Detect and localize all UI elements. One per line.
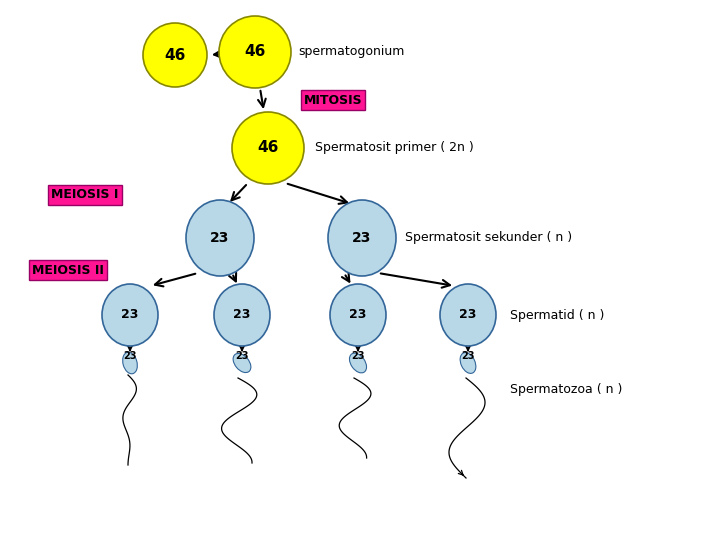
Text: 23: 23 [352, 231, 372, 245]
Ellipse shape [102, 284, 158, 346]
Ellipse shape [440, 284, 496, 346]
Text: Spermatid ( n ): Spermatid ( n ) [510, 308, 604, 321]
Ellipse shape [233, 354, 251, 373]
Text: 23: 23 [210, 231, 230, 245]
Text: 23: 23 [349, 308, 366, 321]
Ellipse shape [330, 284, 386, 346]
Ellipse shape [349, 353, 366, 373]
Text: 23: 23 [462, 351, 474, 361]
Text: 23: 23 [459, 308, 477, 321]
Text: 46: 46 [244, 44, 266, 59]
Text: MEIOSIS II: MEIOSIS II [32, 264, 104, 276]
Ellipse shape [460, 353, 476, 373]
Ellipse shape [214, 284, 270, 346]
Text: 23: 23 [233, 308, 251, 321]
Text: MITOSIS: MITOSIS [304, 93, 362, 106]
Text: 46: 46 [164, 48, 186, 63]
Text: 23: 23 [121, 308, 139, 321]
Text: MEIOSIS I: MEIOSIS I [51, 188, 119, 201]
Ellipse shape [219, 16, 291, 88]
Text: 46: 46 [257, 140, 279, 156]
Text: 23: 23 [235, 351, 248, 361]
Ellipse shape [186, 200, 254, 276]
Ellipse shape [232, 112, 304, 184]
Text: Spermatosit primer ( 2n ): Spermatosit primer ( 2n ) [315, 141, 474, 154]
Text: Spermatosit sekunder ( n ): Spermatosit sekunder ( n ) [405, 232, 572, 245]
Ellipse shape [143, 23, 207, 87]
Ellipse shape [122, 352, 138, 374]
Text: 23: 23 [351, 351, 365, 361]
Text: Spermatozoa ( n ): Spermatozoa ( n ) [510, 383, 622, 396]
Ellipse shape [328, 200, 396, 276]
Text: 23: 23 [123, 351, 137, 361]
Text: spermatogonium: spermatogonium [298, 45, 405, 58]
